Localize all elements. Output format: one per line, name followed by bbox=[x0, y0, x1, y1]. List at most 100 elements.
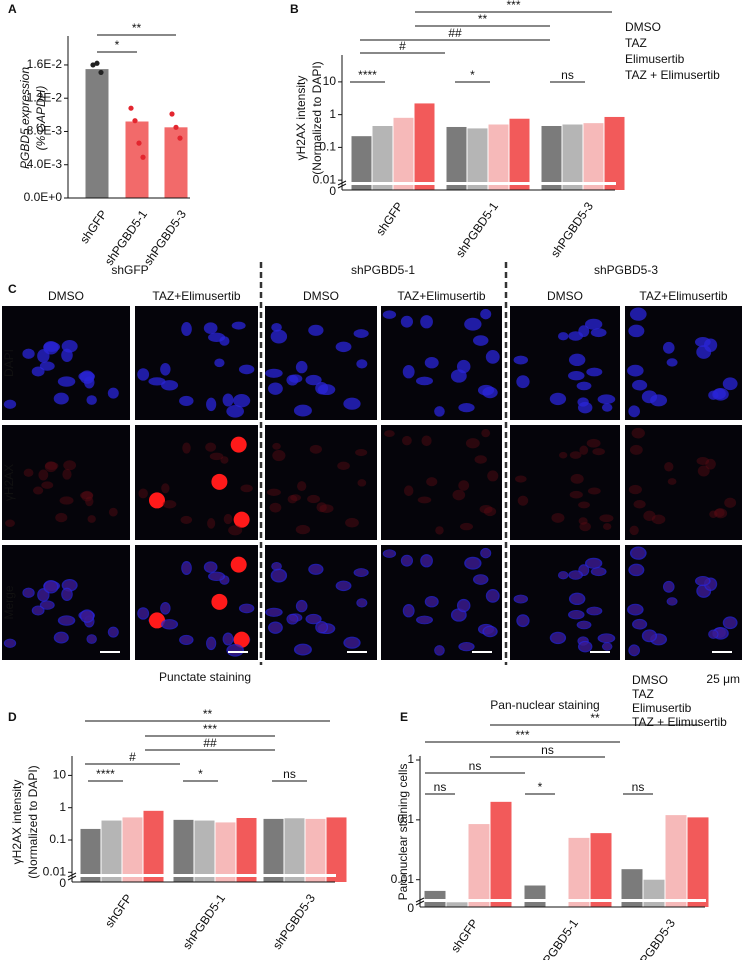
data-point bbox=[98, 69, 104, 76]
nucleus bbox=[641, 390, 658, 404]
bar bbox=[665, 815, 687, 907]
legend-entry: TAZ + Elimusertib bbox=[632, 715, 727, 729]
punctate-signal bbox=[228, 645, 243, 656]
nucleus bbox=[402, 365, 415, 379]
chart-title: Pan-nuclear staining bbox=[490, 698, 599, 712]
nucleus bbox=[568, 609, 585, 620]
micrograph bbox=[2, 425, 130, 540]
nucleus bbox=[206, 636, 217, 651]
punctate-signal bbox=[517, 495, 529, 506]
punctate-signal bbox=[295, 524, 311, 535]
punctate-signal bbox=[551, 512, 565, 523]
significance-label: # bbox=[399, 39, 406, 53]
bar bbox=[488, 124, 509, 190]
nucleus bbox=[3, 638, 17, 648]
punctate-signal bbox=[297, 481, 307, 492]
punctate-signal bbox=[403, 605, 414, 617]
punctate-signal bbox=[85, 496, 94, 507]
nucleus bbox=[464, 556, 482, 570]
nucleus bbox=[472, 574, 489, 585]
punctate-signal bbox=[696, 456, 710, 465]
punctate-signal bbox=[5, 519, 15, 527]
punctate-signal bbox=[587, 487, 601, 495]
bar bbox=[236, 817, 257, 882]
y-axis-label: PGBD5 expression bbox=[18, 67, 32, 169]
punctate-signal bbox=[287, 614, 298, 624]
punctate-signal bbox=[559, 451, 568, 459]
nucleus bbox=[271, 322, 282, 332]
y-tick-label: 0 bbox=[329, 184, 336, 198]
micrograph bbox=[381, 425, 502, 540]
significance-label: *** bbox=[506, 0, 520, 12]
punctate-signal bbox=[628, 604, 642, 615]
data-point bbox=[132, 118, 138, 124]
punctate-signal bbox=[357, 479, 367, 487]
punctate-signal bbox=[426, 477, 438, 487]
punctate-signal bbox=[33, 486, 44, 495]
nucleus bbox=[576, 381, 592, 391]
nucleus bbox=[315, 620, 329, 634]
nucleus bbox=[424, 357, 439, 369]
nucleus bbox=[456, 598, 471, 613]
significance-label: ** bbox=[132, 21, 142, 35]
nucleus bbox=[356, 598, 368, 608]
bar bbox=[393, 117, 414, 190]
punctate-signal bbox=[643, 510, 656, 522]
nucleus bbox=[238, 364, 255, 375]
y-axis-label: Pan-nuclear staining cells bbox=[396, 764, 410, 901]
punctate-signal bbox=[209, 572, 224, 581]
nucleus bbox=[238, 603, 255, 614]
y-tick-label: 0 bbox=[407, 901, 414, 915]
punctate-signal bbox=[602, 523, 612, 530]
punctate-signal bbox=[515, 595, 527, 603]
punctate-signal bbox=[309, 564, 323, 574]
nucleus bbox=[402, 604, 415, 618]
x-tick-label: shGFP bbox=[373, 200, 406, 239]
punctate-signal bbox=[45, 461, 59, 470]
nucleus bbox=[268, 382, 283, 395]
punctate-signal bbox=[586, 558, 601, 568]
axis-break bbox=[343, 182, 616, 185]
nucleus bbox=[516, 614, 530, 628]
punctate-signal bbox=[633, 619, 646, 629]
punctate-signal bbox=[705, 458, 716, 470]
nucleus bbox=[22, 587, 35, 598]
y-tick-label: 1.6E-2 bbox=[27, 57, 63, 71]
significance-label: **** bbox=[96, 767, 115, 781]
legend-entry: TAZ bbox=[625, 36, 647, 50]
bar bbox=[590, 833, 612, 907]
punctate-signal bbox=[458, 480, 470, 491]
punctate-signal bbox=[696, 576, 710, 585]
punctate-signal bbox=[384, 550, 395, 558]
nucleus bbox=[53, 392, 69, 405]
nucleus bbox=[458, 641, 475, 652]
punctate-signal bbox=[465, 558, 480, 569]
punctate-signal bbox=[579, 445, 589, 455]
x-tick-label: shPGBD5-1 bbox=[533, 916, 581, 960]
condition-label: TAZ+Elimusertib bbox=[152, 289, 240, 303]
nucleus bbox=[485, 589, 500, 603]
nucleus bbox=[424, 596, 439, 608]
punctate-signal bbox=[631, 427, 645, 439]
significance-label: *** bbox=[515, 728, 529, 742]
significance-label: ns bbox=[469, 759, 482, 773]
nucleus bbox=[293, 404, 312, 417]
punctate-signal bbox=[287, 494, 298, 504]
nucleus bbox=[293, 643, 312, 656]
punctate-signal bbox=[579, 521, 591, 532]
nucleus bbox=[627, 364, 644, 377]
punctate-signal bbox=[664, 582, 674, 592]
nucleus bbox=[61, 348, 73, 363]
x-tick-label: shGFP bbox=[102, 892, 135, 931]
bar bbox=[643, 879, 665, 907]
punctate-signal bbox=[384, 430, 395, 438]
nucleus bbox=[415, 376, 433, 386]
legend-entry: Elimusertib bbox=[625, 52, 685, 66]
bar bbox=[80, 828, 101, 882]
nucleus bbox=[601, 642, 613, 651]
bar bbox=[173, 819, 194, 882]
bar bbox=[446, 902, 468, 907]
significance-label: ## bbox=[203, 736, 217, 750]
significance-label: ns bbox=[632, 780, 645, 794]
punctate-signal bbox=[570, 593, 584, 604]
